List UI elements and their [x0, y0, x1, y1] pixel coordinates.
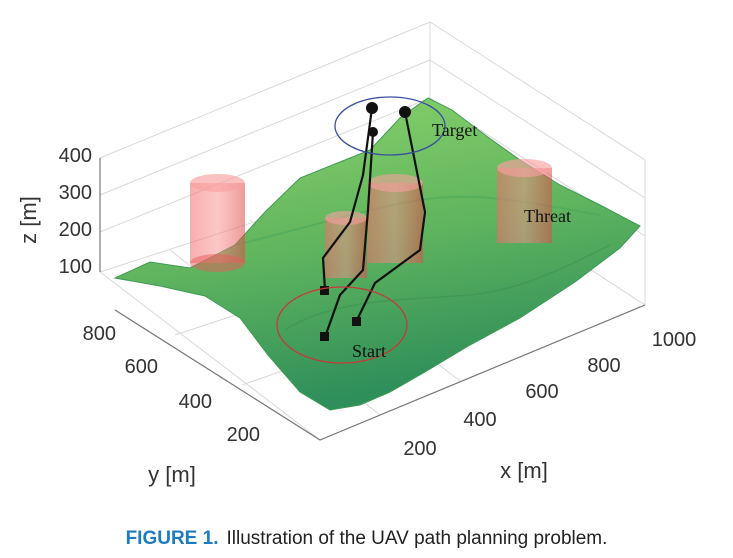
- terrain-valley: [284, 244, 611, 331]
- threat-cylinder-2: [325, 211, 367, 278]
- threat-cylinder-4: [497, 159, 552, 243]
- threat-cylinder-1: [190, 174, 245, 272]
- y-axis-label: y [m]: [148, 462, 196, 487]
- figure-number: FIGURE 1.: [125, 528, 219, 549]
- target-ellipse: [334, 96, 446, 156]
- start-markers: [320, 286, 361, 341]
- x-tick-400: 400: [463, 409, 496, 431]
- z-tick-300: 300: [59, 182, 92, 204]
- threat-cylinder-3: [368, 174, 423, 263]
- start-marker-3: [352, 317, 361, 326]
- x-tick-800: 800: [587, 355, 620, 377]
- x-tick-200: 200: [403, 438, 436, 460]
- target-marker-1: [366, 102, 378, 114]
- uav-path-2: [323, 131, 375, 338]
- threat-annotation: Threat: [524, 206, 571, 226]
- x-tick-600: 600: [525, 381, 558, 403]
- axis-lines: [99, 158, 646, 441]
- y-ticks: 800 600 400 200: [83, 323, 260, 446]
- z-axis-label: z [m]: [16, 196, 41, 244]
- y-tick-800: 800: [83, 323, 116, 345]
- x-tick-1000: 1000: [652, 329, 697, 351]
- z-tick-200: 200: [59, 219, 92, 241]
- z-tick-100: 100: [59, 256, 92, 278]
- y-tick-600: 600: [125, 356, 158, 378]
- uav-path-figure: Target Threat Start 100 200 300 400 z [m…: [16, 21, 696, 487]
- x-axis-label: x [m]: [500, 458, 548, 483]
- z-tick-400: 400: [59, 145, 92, 167]
- start-marker-2: [320, 332, 329, 341]
- y-tick-400: 400: [179, 391, 212, 413]
- caption-text: Illustration of the UAV path planning pr…: [226, 528, 608, 549]
- figure-caption: FIGURE 1. Illustration of the UAV path pl…: [0, 528, 733, 550]
- y-tick-200: 200: [227, 424, 260, 446]
- target-marker-2: [368, 127, 378, 137]
- target-marker-3: [399, 106, 411, 118]
- target-markers: [366, 102, 411, 137]
- start-ellipse: [276, 286, 408, 364]
- start-marker-1: [320, 286, 329, 295]
- start-annotation: Start: [352, 341, 386, 361]
- target-annotation: Target: [432, 120, 477, 140]
- x-ticks: 200 400 600 800 1000: [403, 329, 696, 460]
- z-ticks: 100 200 300 400: [59, 145, 92, 278]
- uav-path-3: [355, 111, 427, 323]
